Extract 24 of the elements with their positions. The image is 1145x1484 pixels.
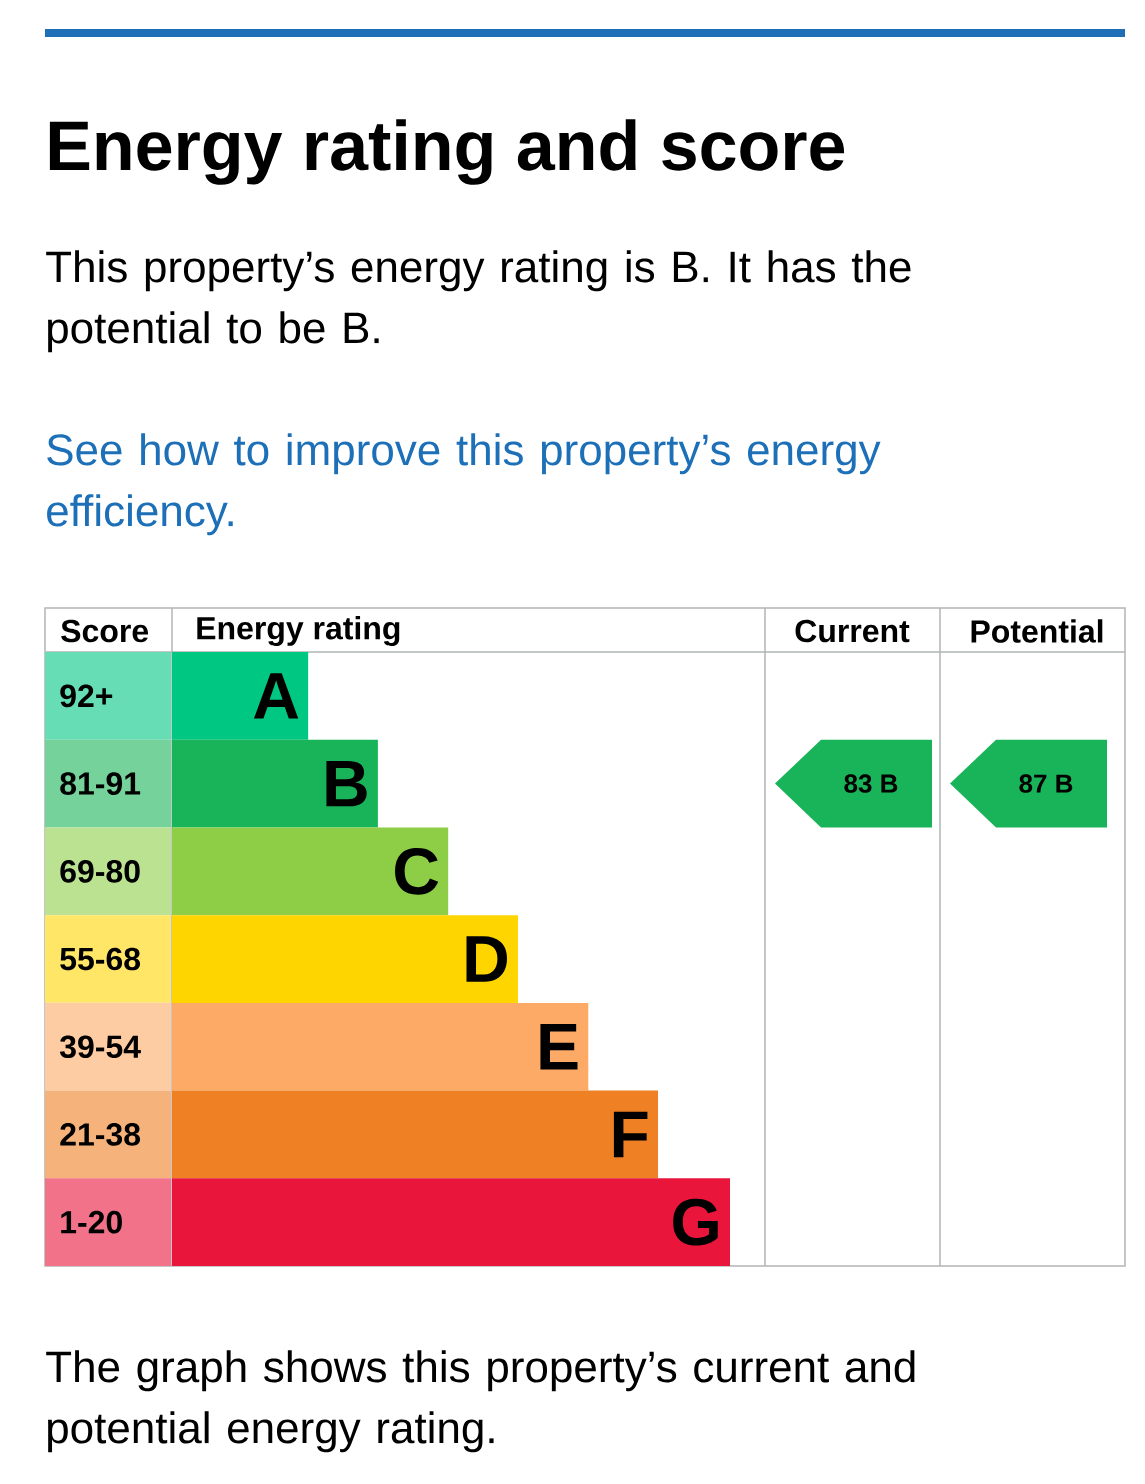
annotation: A [253,673,299,719]
text: The graph shows this property’s current and potential energy rating. [46,1350,915,1453]
y-tick-label: 69-80 [60,859,140,883]
y-axis-title: Score [61,619,149,643]
y-tick-label: 21-38 [60,1123,141,1146]
x-axis-title: Energy rating [197,616,400,646]
text: Potential [971,619,1103,643]
annotation: C [395,847,439,895]
annotation: G [673,1198,718,1246]
annotation: F [613,1111,648,1158]
text: See how to improve this property’s energy efficiency. [47,433,881,536]
y-tick-label: 55-68 [60,947,141,971]
y-tick-label: 81-91 [60,772,141,795]
annotation: B [326,760,367,807]
y-tick-label: 92+ [60,684,113,708]
y-tick-label: 1-20 [61,1210,122,1234]
chart-subtitle: This property’s energy rating is B. It has the potential to be B. [46,250,911,353]
y-tick-label: 39-54 [59,1035,141,1059]
text: 87 B [1019,774,1073,793]
text: 83 B [844,774,898,793]
annotation: E [540,1024,578,1070]
text: Current [795,619,910,643]
chart-title: Energy rating and score [49,119,845,185]
annotation: D [466,936,507,982]
